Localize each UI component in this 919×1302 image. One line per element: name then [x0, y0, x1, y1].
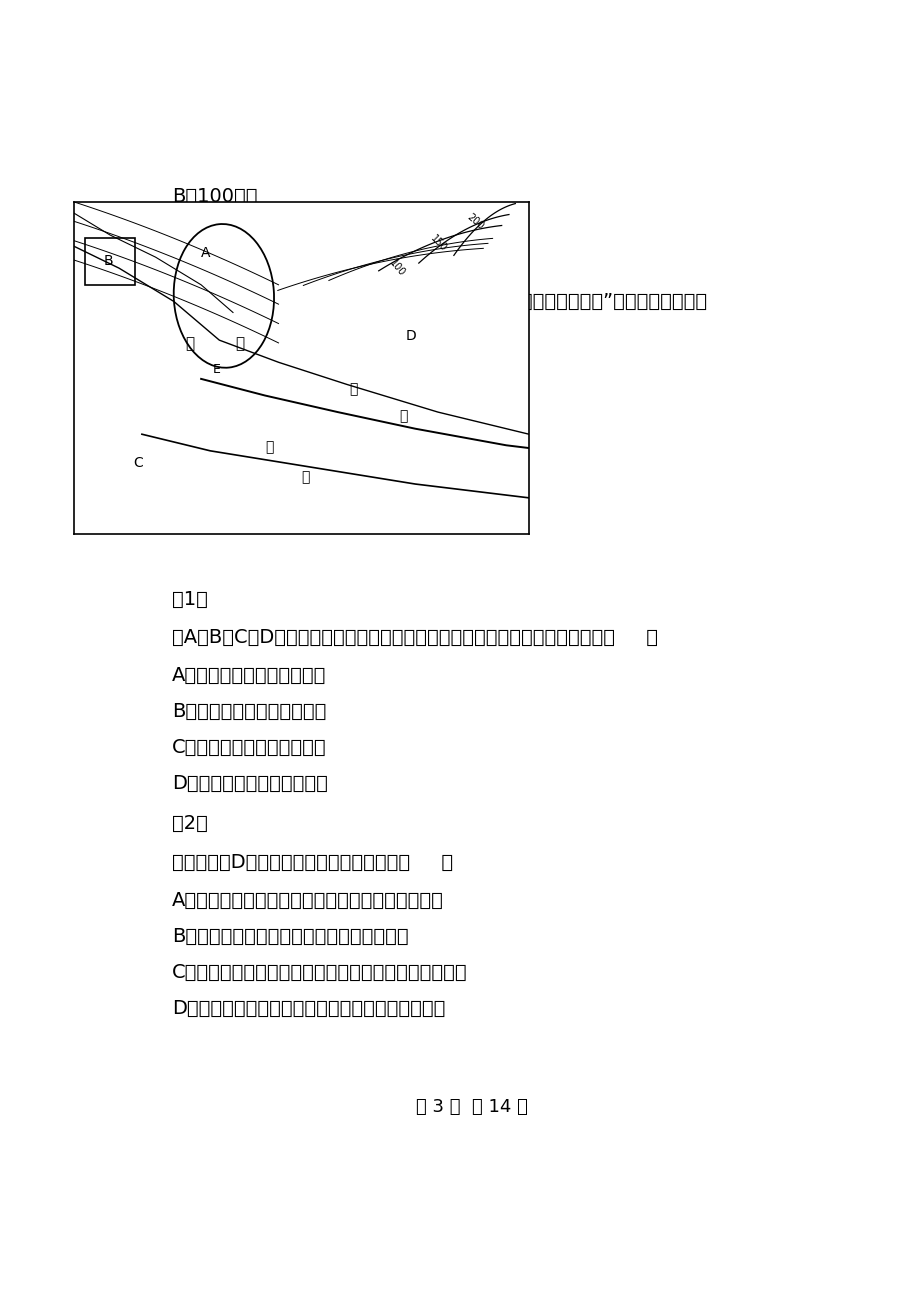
Bar	[85, 238, 135, 285]
Text: E: E	[212, 363, 221, 376]
Text: A．不适宜修梯田，因为坡度大，所得梯田的面积小: A．不适宜修梯田，因为坡度大，所得梯田的面积小	[172, 891, 444, 910]
Text: 3．（4分）（2017高一下·天水开学考）读“我国东部某城镇周围农业分布图”，完成下列各题。: 3．（4分）（2017高一下·天水开学考）读“我国东部某城镇周围农业分布图”，完…	[172, 292, 707, 311]
Text: C．适宜修梯田，既可以扩大耕地面积，又利于保持水土: C．适宜修梯田，既可以扩大耕地面积，又利于保持水土	[172, 962, 467, 982]
Text: 如果规划在D处修梯田，下列观点正确的是（     ）: 如果规划在D处修梯田，下列观点正确的是（ ）	[172, 853, 453, 871]
Text: B．不适宜修梯田，因为坡度大，耕作难度大: B．不适宜修梯田，因为坡度大，耕作难度大	[172, 927, 408, 945]
Text: B: B	[103, 254, 113, 268]
Text: 镇: 镇	[235, 336, 244, 352]
Text: （2）: （2）	[172, 815, 208, 833]
Text: 100: 100	[388, 258, 407, 279]
Text: A．水果、乳牛、小麦、花卉: A．水果、乳牛、小麦、花卉	[172, 667, 326, 685]
Text: 路: 路	[399, 409, 407, 423]
Text: D．300千米: D．300千米	[172, 251, 259, 270]
Text: D: D	[405, 329, 416, 344]
Text: B．花卉、乳牛、小麦、水果: B．花卉、乳牛、小麦、水果	[172, 702, 326, 721]
Text: （1）: （1）	[172, 590, 208, 609]
Text: C: C	[132, 457, 142, 470]
Text: 河: 河	[265, 440, 273, 454]
Text: 流: 流	[301, 470, 310, 484]
Text: D．适宜修梯田，因为坡度较小，便于大型机械化作: D．适宜修梯田，因为坡度较小，便于大型机械化作	[172, 999, 445, 1018]
Text: B．100千米: B．100千米	[172, 187, 257, 206]
Text: 公: 公	[348, 381, 357, 396]
Text: A: A	[201, 246, 210, 260]
Text: C．500千米: C．500千米	[172, 219, 257, 238]
Text: 在A、B、C、D四处发展小麦、乳牛、水果、花卉生产，与字母顺序相对应的是（     ）: 在A、B、C、D四处发展小麦、乳牛、水果、花卉生产，与字母顺序相对应的是（ ）	[172, 628, 657, 647]
Text: D．花卉、水果、小麦、乳牛: D．花卉、水果、小麦、乳牛	[172, 775, 327, 793]
Text: C．乳牛、花卉、水果、小麦: C．乳牛、花卉、水果、小麦	[172, 738, 326, 758]
Text: 城: 城	[185, 336, 194, 352]
Text: 150: 150	[428, 233, 448, 254]
Text: 第 3 页  共 14 页: 第 3 页 共 14 页	[415, 1098, 527, 1116]
Text: 200: 200	[465, 212, 485, 232]
